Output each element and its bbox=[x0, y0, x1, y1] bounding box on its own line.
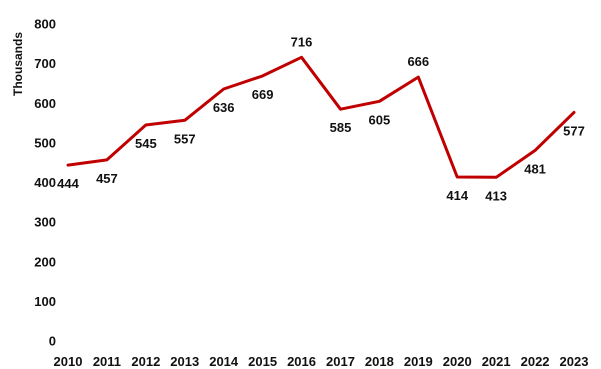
data-point bbox=[495, 176, 497, 178]
data-label: 545 bbox=[135, 136, 157, 151]
data-label: 605 bbox=[369, 112, 391, 127]
y-tick-label: 700 bbox=[34, 56, 56, 71]
y-tick-label: 100 bbox=[34, 294, 56, 309]
data-label: 457 bbox=[96, 171, 118, 186]
x-tick-label: 2023 bbox=[560, 354, 589, 369]
y-tick-label: 400 bbox=[34, 175, 56, 190]
data-label: 669 bbox=[252, 87, 274, 102]
data-label: 716 bbox=[291, 34, 313, 49]
x-tick-label: 2015 bbox=[248, 354, 277, 369]
data-point bbox=[417, 76, 419, 78]
data-point bbox=[534, 149, 536, 151]
x-tick-label: 2022 bbox=[521, 354, 550, 369]
y-tick-label: 300 bbox=[34, 215, 56, 230]
y-axis-ticks: 0 100 200 300 400 500 600 700 800 bbox=[34, 17, 56, 349]
data-label: 557 bbox=[174, 131, 196, 146]
x-tick-label: 2013 bbox=[170, 354, 199, 369]
x-tick-label: 2010 bbox=[54, 354, 83, 369]
series-line bbox=[66, 55, 576, 179]
x-tick-label: 2012 bbox=[131, 354, 160, 369]
x-tick-label: 2018 bbox=[365, 354, 394, 369]
data-point bbox=[456, 176, 458, 178]
data-label: 585 bbox=[330, 120, 352, 135]
y-axis-label: Thousands bbox=[11, 32, 25, 96]
data-label: 636 bbox=[213, 100, 235, 115]
x-tick-label: 2021 bbox=[482, 354, 511, 369]
data-point bbox=[301, 56, 303, 58]
y-tick-label: 0 bbox=[49, 334, 56, 349]
y-tick-label: 600 bbox=[34, 96, 56, 111]
data-point bbox=[223, 88, 225, 90]
data-point bbox=[262, 75, 264, 77]
x-tick-label: 2017 bbox=[326, 354, 355, 369]
x-axis-ticks: 2010 2011 2012 2013 2014 2015 2016 2017 2018 2019… bbox=[54, 354, 589, 369]
data-point bbox=[378, 100, 380, 102]
x-tick-label: 2019 bbox=[404, 354, 433, 369]
data-point bbox=[106, 159, 108, 161]
data-point bbox=[184, 119, 186, 121]
x-tick-label: 2011 bbox=[93, 354, 121, 369]
data-point bbox=[573, 111, 575, 113]
y-tick-label: 200 bbox=[34, 254, 56, 269]
y-tick-label: 500 bbox=[34, 135, 56, 150]
data-label: 414 bbox=[446, 188, 468, 203]
x-tick-label: 2016 bbox=[287, 354, 316, 369]
data-label: 577 bbox=[563, 123, 585, 138]
data-labels: 444 457 545 557 636 669 716 585 605 666 414 413 481 5… bbox=[57, 34, 585, 203]
data-label: 666 bbox=[407, 54, 429, 69]
data-point bbox=[145, 124, 147, 126]
series-group bbox=[66, 55, 576, 179]
x-tick-label: 2020 bbox=[443, 354, 472, 369]
data-point bbox=[67, 164, 69, 166]
data-label: 413 bbox=[485, 188, 507, 203]
data-label: 481 bbox=[524, 161, 546, 176]
x-tick-label: 2014 bbox=[209, 354, 239, 369]
y-tick-label: 800 bbox=[34, 17, 56, 32]
data-label: 444 bbox=[57, 176, 79, 191]
data-point bbox=[339, 108, 341, 110]
